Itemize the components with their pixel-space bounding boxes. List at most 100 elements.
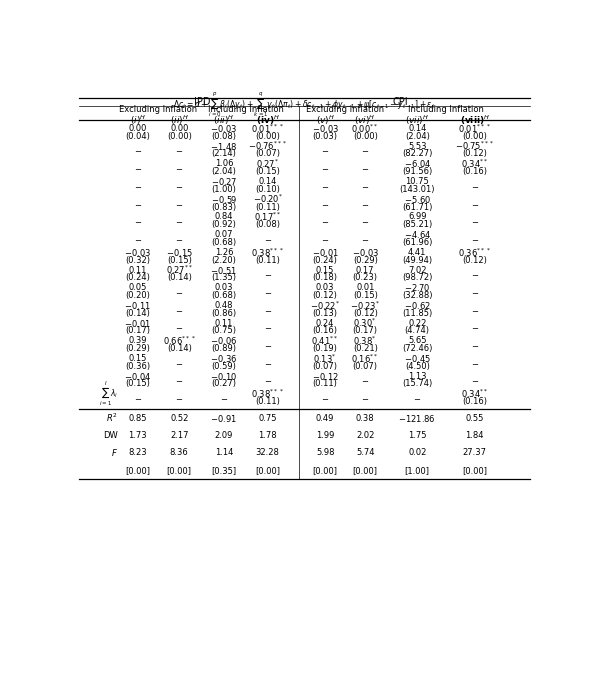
Text: (0.18): (0.18) bbox=[312, 273, 337, 283]
Text: [0.00]: [0.00] bbox=[312, 466, 337, 475]
Text: 1.78: 1.78 bbox=[258, 431, 277, 440]
Text: (11.85): (11.85) bbox=[402, 309, 432, 318]
Text: 0.38$^{***}$: 0.38$^{***}$ bbox=[251, 246, 284, 259]
Text: (0.19): (0.19) bbox=[312, 344, 337, 353]
Text: 0.02: 0.02 bbox=[408, 449, 426, 458]
Text: 27.37: 27.37 bbox=[463, 449, 486, 458]
Text: 0.15: 0.15 bbox=[316, 265, 334, 274]
Text: 5.65: 5.65 bbox=[408, 336, 426, 345]
Text: $-$: $-$ bbox=[470, 181, 479, 190]
Text: 0.24: 0.24 bbox=[316, 318, 334, 328]
Text: [0.00]: [0.00] bbox=[462, 466, 487, 475]
Text: 0.34$^{**}$: 0.34$^{**}$ bbox=[461, 158, 488, 170]
Text: $-$: $-$ bbox=[175, 234, 184, 243]
Text: 0.30$^{*}$: 0.30$^{*}$ bbox=[353, 317, 377, 329]
Text: $-$: $-$ bbox=[321, 199, 329, 208]
Text: [0.35]: [0.35] bbox=[211, 466, 236, 475]
Text: $-$: $-$ bbox=[321, 145, 329, 154]
Text: 0.15: 0.15 bbox=[128, 354, 147, 363]
Text: 0.66$^{***}$: 0.66$^{***}$ bbox=[163, 335, 195, 347]
Text: $-$0.03: $-$0.03 bbox=[352, 247, 379, 258]
Text: $-$: $-$ bbox=[470, 322, 479, 331]
Text: (0.24): (0.24) bbox=[125, 273, 150, 283]
Text: (0.07): (0.07) bbox=[255, 150, 280, 158]
Text: (0.15): (0.15) bbox=[353, 291, 378, 300]
Text: 0.17: 0.17 bbox=[356, 265, 374, 274]
Text: $-$0.12: $-$0.12 bbox=[312, 370, 339, 381]
Text: (49.94): (49.94) bbox=[402, 256, 432, 265]
Text: (0.12): (0.12) bbox=[312, 291, 337, 300]
Text: (2.04): (2.04) bbox=[405, 132, 429, 141]
Text: 0.11: 0.11 bbox=[214, 318, 233, 328]
Text: $-$: $-$ bbox=[361, 393, 369, 402]
Text: 0.17$^{**}$: 0.17$^{**}$ bbox=[254, 211, 282, 223]
Text: $\Delta c_t = \alpha + \sum_{i=0}^{p}\beta_i(\Delta y_t) + \sum_{k=1}^{q}\gamma_: $\Delta c_t = \alpha + \sum_{i=0}^{p}\be… bbox=[173, 91, 435, 119]
Text: (0.14): (0.14) bbox=[167, 344, 192, 353]
Text: (0.15): (0.15) bbox=[167, 256, 192, 265]
Text: 0.03: 0.03 bbox=[316, 283, 334, 292]
Text: (2.14): (2.14) bbox=[211, 150, 236, 158]
Text: 0.01$^{***}$: 0.01$^{***}$ bbox=[251, 122, 284, 134]
Text: $-$: $-$ bbox=[134, 181, 142, 190]
Text: (0.04): (0.04) bbox=[125, 132, 150, 141]
Text: $-$0.11: $-$0.11 bbox=[124, 300, 151, 311]
Text: $-$: $-$ bbox=[470, 376, 479, 385]
Text: (0.00): (0.00) bbox=[167, 132, 192, 141]
Text: (0.86): (0.86) bbox=[211, 309, 236, 318]
Text: $-$0.03: $-$0.03 bbox=[124, 247, 151, 258]
Text: (0.17): (0.17) bbox=[353, 327, 378, 335]
Text: [1.00]: [1.00] bbox=[405, 466, 429, 475]
Text: (0.07): (0.07) bbox=[312, 362, 337, 371]
Text: IPD: IPD bbox=[194, 97, 211, 107]
Text: $(v)^H$: $(v)^H$ bbox=[315, 113, 334, 126]
Text: 5.98: 5.98 bbox=[316, 449, 334, 458]
Text: $-$0.06: $-$0.06 bbox=[210, 335, 238, 346]
Text: [0.00]: [0.00] bbox=[353, 466, 378, 475]
Text: (0.32): (0.32) bbox=[125, 256, 150, 265]
Text: Excluding Inflation: Excluding Inflation bbox=[119, 105, 198, 114]
Text: (0.36): (0.36) bbox=[125, 362, 150, 371]
Text: 6.99: 6.99 bbox=[408, 213, 426, 222]
Text: $-$: $-$ bbox=[361, 181, 369, 190]
Text: 4.41: 4.41 bbox=[408, 248, 426, 257]
Text: (1.35): (1.35) bbox=[211, 273, 236, 283]
Text: 0.00$^{**}$: 0.00$^{**}$ bbox=[352, 122, 379, 134]
Text: (0.07): (0.07) bbox=[353, 362, 378, 371]
Text: $-$121.86: $-$121.86 bbox=[399, 412, 436, 423]
Text: $-$0.23$^{*}$: $-$0.23$^{*}$ bbox=[350, 299, 380, 311]
Text: (0.12): (0.12) bbox=[353, 309, 378, 318]
Text: $-$: $-$ bbox=[175, 358, 184, 367]
Text: (85.21): (85.21) bbox=[402, 220, 432, 229]
Text: (0.08): (0.08) bbox=[255, 220, 280, 229]
Text: (0.15): (0.15) bbox=[125, 379, 150, 388]
Text: (0.10): (0.10) bbox=[255, 185, 280, 194]
Text: $-$: $-$ bbox=[264, 358, 271, 367]
Text: 0.75: 0.75 bbox=[258, 414, 277, 423]
Text: (0.16): (0.16) bbox=[462, 167, 487, 176]
Text: $-$: $-$ bbox=[470, 199, 479, 208]
Text: 1.84: 1.84 bbox=[466, 431, 484, 440]
Text: 0.52: 0.52 bbox=[170, 414, 188, 423]
Text: $-$: $-$ bbox=[175, 163, 184, 172]
Text: (0.29): (0.29) bbox=[353, 256, 378, 265]
Text: 0.27$^{**}$: 0.27$^{**}$ bbox=[166, 264, 192, 276]
Text: $-$0.45: $-$0.45 bbox=[404, 353, 431, 364]
Text: (0.24): (0.24) bbox=[312, 256, 337, 265]
Text: $-$0.91: $-$0.91 bbox=[210, 412, 237, 423]
Text: (0.14): (0.14) bbox=[125, 309, 150, 318]
Text: (0.11): (0.11) bbox=[255, 397, 280, 406]
Text: 1.13: 1.13 bbox=[408, 372, 426, 381]
Text: $-$: $-$ bbox=[321, 216, 329, 225]
Text: $-$: $-$ bbox=[470, 358, 479, 367]
Text: $-$: $-$ bbox=[175, 376, 184, 385]
Text: 32.28: 32.28 bbox=[255, 449, 280, 458]
Text: $(i)^H$: $(i)^H$ bbox=[129, 113, 146, 126]
Text: 5.53: 5.53 bbox=[408, 142, 426, 151]
Text: (0.21): (0.21) bbox=[353, 344, 378, 353]
Text: (82.27): (82.27) bbox=[402, 150, 432, 158]
Text: 0.13$^{*}$: 0.13$^{*}$ bbox=[314, 353, 337, 365]
Text: (0.00): (0.00) bbox=[462, 132, 487, 141]
Text: $-$1.48: $-$1.48 bbox=[210, 141, 238, 152]
Text: $-$0.59: $-$0.59 bbox=[211, 193, 237, 204]
Text: (0.14): (0.14) bbox=[167, 273, 192, 283]
